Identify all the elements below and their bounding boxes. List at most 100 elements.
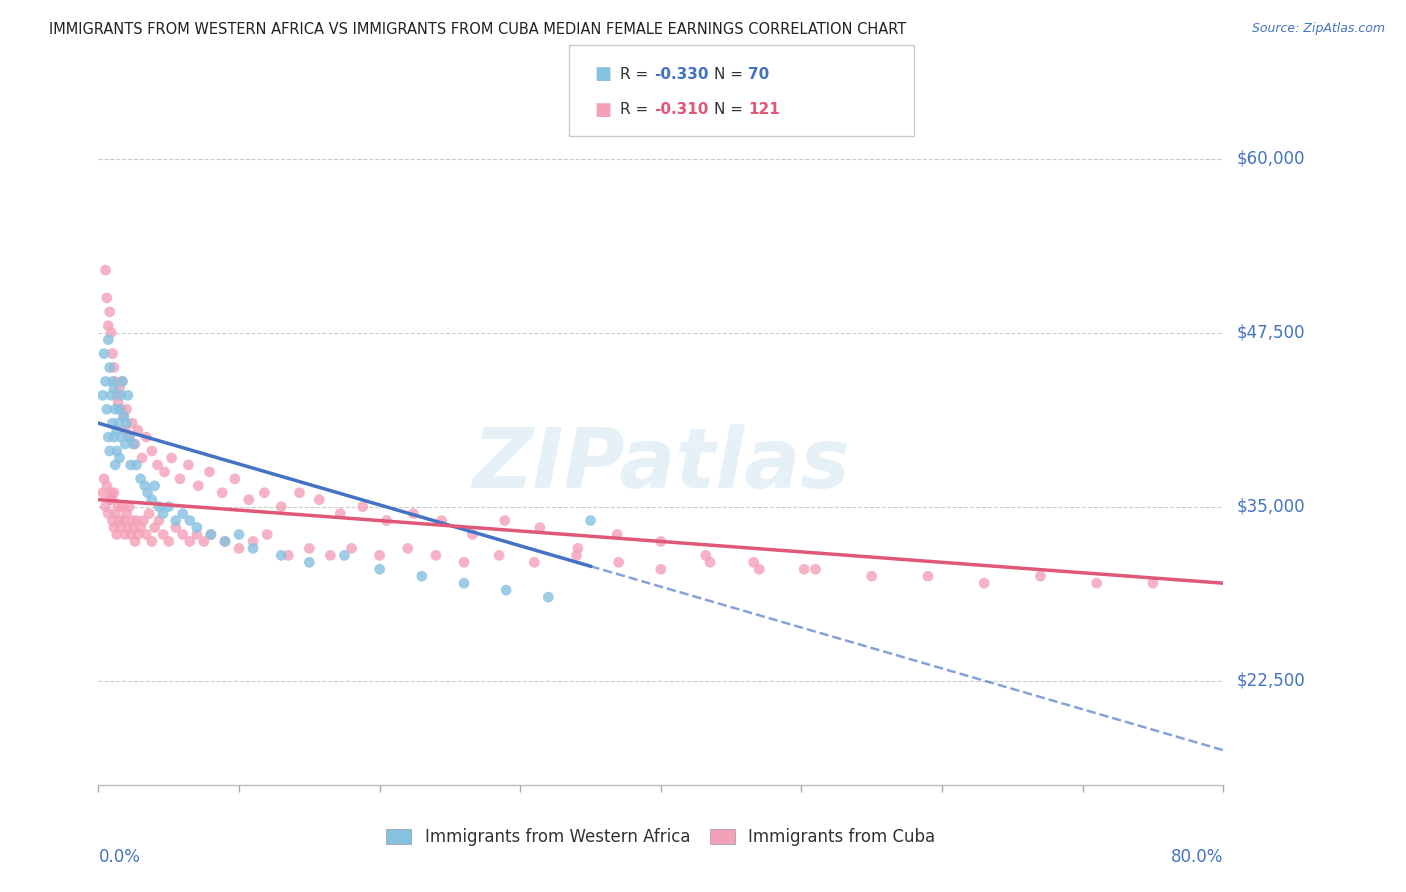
Text: N =: N =: [714, 67, 748, 81]
Point: [402, 507, 425, 521]
Point: [186, 520, 208, 534]
Point: [1142, 576, 1164, 591]
Point: [141, 534, 163, 549]
Point: [224, 472, 246, 486]
Text: -0.330: -0.330: [654, 67, 709, 81]
Point: [132, 514, 155, 528]
Point: [748, 562, 770, 576]
Point: [172, 507, 194, 521]
Text: R =: R =: [620, 67, 654, 81]
Text: ■: ■: [595, 65, 612, 83]
Point: [214, 534, 236, 549]
Point: [141, 444, 163, 458]
Point: [121, 514, 143, 528]
Text: $47,500: $47,500: [1237, 324, 1306, 342]
Point: [129, 472, 152, 486]
Text: ZIPatlas: ZIPatlas: [472, 425, 849, 506]
Point: [93, 346, 115, 360]
Point: [100, 326, 122, 340]
Point: [146, 458, 169, 472]
Point: [187, 479, 209, 493]
Point: [1085, 576, 1108, 591]
Point: [1029, 569, 1052, 583]
Point: [108, 450, 131, 465]
Point: [97, 430, 120, 444]
Point: [495, 583, 517, 598]
Text: 80.0%: 80.0%: [1171, 847, 1223, 865]
Point: [169, 472, 191, 486]
Point: [103, 360, 125, 375]
Point: [115, 507, 138, 521]
Text: ■: ■: [595, 101, 612, 119]
Point: [122, 520, 145, 534]
Point: [120, 458, 142, 472]
Text: N =: N =: [714, 103, 748, 117]
Point: [453, 576, 475, 591]
Point: [101, 375, 124, 389]
Point: [104, 375, 127, 389]
Text: 121: 121: [748, 103, 780, 117]
Point: [103, 430, 125, 444]
Point: [98, 305, 121, 319]
Point: [860, 569, 883, 583]
Point: [107, 416, 129, 430]
Point: [453, 555, 475, 569]
Point: [198, 465, 221, 479]
Point: [105, 527, 128, 541]
Point: [101, 346, 124, 360]
Point: [105, 423, 128, 437]
Point: [211, 485, 233, 500]
Point: [108, 402, 131, 417]
Point: [193, 534, 215, 549]
Point: [111, 500, 134, 514]
Point: [103, 485, 125, 500]
Point: [200, 527, 222, 541]
Point: [125, 514, 148, 528]
Point: [160, 450, 183, 465]
Point: [368, 549, 391, 563]
Point: [699, 555, 721, 569]
Point: [104, 507, 127, 521]
Point: [186, 527, 208, 541]
Point: [127, 527, 149, 541]
Point: [165, 520, 187, 534]
Point: [329, 507, 352, 521]
Point: [179, 534, 201, 549]
Point: [308, 492, 330, 507]
Point: [177, 458, 200, 472]
Point: [110, 388, 132, 402]
Point: [650, 562, 672, 576]
Point: [742, 555, 765, 569]
Point: [112, 409, 135, 424]
Point: [114, 423, 136, 437]
Point: [135, 527, 157, 541]
Point: [488, 549, 510, 563]
Point: [134, 479, 156, 493]
Point: [256, 527, 278, 541]
Point: [131, 450, 153, 465]
Point: [112, 514, 135, 528]
Point: [110, 520, 132, 534]
Text: $60,000: $60,000: [1237, 150, 1306, 168]
Point: [103, 381, 125, 395]
Point: [537, 590, 560, 604]
Text: -0.310: -0.310: [654, 103, 709, 117]
Point: [352, 500, 374, 514]
Point: [157, 534, 180, 549]
Point: [172, 527, 194, 541]
Point: [101, 416, 124, 430]
Point: [253, 485, 276, 500]
Point: [277, 549, 299, 563]
Point: [121, 416, 143, 430]
Point: [93, 472, 115, 486]
Point: [242, 541, 264, 556]
Point: [105, 444, 128, 458]
Point: [129, 520, 152, 534]
Point: [141, 492, 163, 507]
Point: [523, 555, 546, 569]
Text: $22,500: $22,500: [1237, 672, 1306, 690]
Text: Source: ZipAtlas.com: Source: ZipAtlas.com: [1251, 22, 1385, 36]
Point: [333, 549, 356, 563]
Point: [138, 507, 160, 521]
Point: [91, 388, 114, 402]
